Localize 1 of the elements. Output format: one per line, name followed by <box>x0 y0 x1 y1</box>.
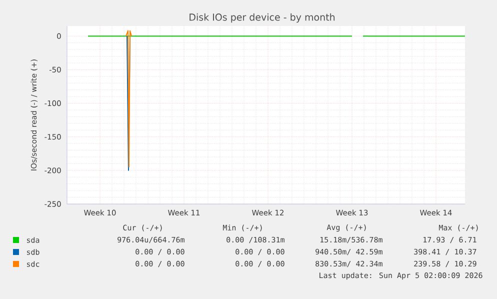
chart-title: Disk IOs per device - by month <box>190 13 335 23</box>
